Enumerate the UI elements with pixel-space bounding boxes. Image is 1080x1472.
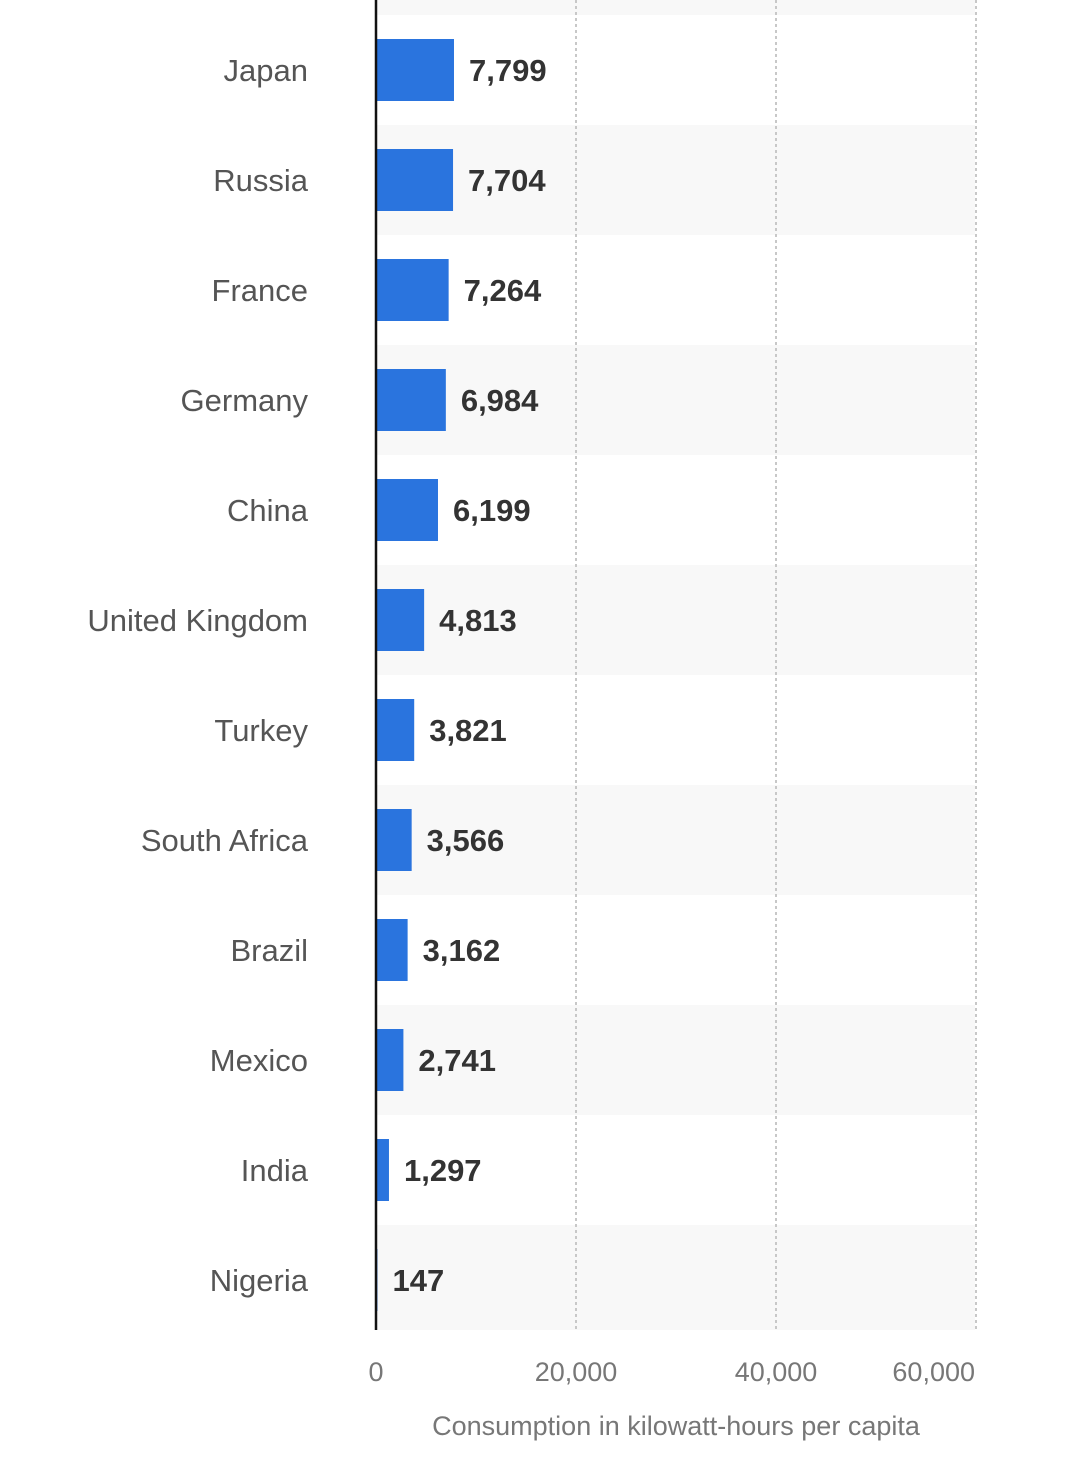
row-stripe <box>376 785 975 895</box>
bar <box>376 1029 404 1091</box>
category-label: Turkey <box>214 713 308 748</box>
row-stripe <box>376 1005 975 1115</box>
bar <box>376 1139 389 1201</box>
row-stripe <box>376 125 975 235</box>
row-stripe <box>376 345 975 455</box>
bar <box>376 39 454 101</box>
category-label: Japan <box>224 53 308 88</box>
value-label: 7,264 <box>464 273 542 308</box>
x-tick-label: 0 <box>368 1357 383 1387</box>
value-label: 7,704 <box>468 163 546 198</box>
category-label: United Kingdom <box>87 603 308 638</box>
bar <box>376 699 415 761</box>
value-label: 7,799 <box>469 53 547 88</box>
x-axis-title: Consumption in kilowatt-hours per capita <box>432 1411 921 1441</box>
bar <box>376 259 449 321</box>
value-label: 6,984 <box>461 383 539 418</box>
bar <box>376 589 425 651</box>
x-tick-labels: 0 20,000 40,000 60,000 <box>368 1357 975 1387</box>
category-labels: Japan Russia France Germany China United King… <box>87 53 308 1298</box>
value-label: 2,741 <box>418 1043 496 1078</box>
bar <box>376 149 454 211</box>
value-label: 6,199 <box>453 493 531 528</box>
x-tick-label: 60,000 <box>892 1357 975 1387</box>
value-label: 3,821 <box>429 713 507 748</box>
bar <box>376 809 412 871</box>
value-label: 3,162 <box>423 933 501 968</box>
row-stripe <box>376 0 975 15</box>
bars <box>376 39 454 1311</box>
category-label: Russia <box>213 163 309 198</box>
row-stripe <box>376 1225 975 1330</box>
category-label: Mexico <box>210 1043 308 1078</box>
value-label: 4,813 <box>439 603 517 638</box>
category-label: Nigeria <box>210 1263 309 1298</box>
category-label: China <box>227 493 309 528</box>
value-label: 1,297 <box>404 1153 482 1188</box>
row-stripes <box>376 0 975 1330</box>
x-tick-label: 20,000 <box>535 1357 618 1387</box>
bar <box>376 919 408 981</box>
value-label: 3,566 <box>427 823 505 858</box>
category-label: South Africa <box>141 823 309 858</box>
bar <box>376 369 446 431</box>
category-label: Brazil <box>230 933 308 968</box>
category-label: Germany <box>181 383 309 418</box>
category-label: India <box>241 1153 309 1188</box>
x-tick-label: 40,000 <box>735 1357 818 1387</box>
category-label: France <box>212 273 308 308</box>
row-stripe <box>376 565 975 675</box>
bar <box>376 479 438 541</box>
value-labels: 7,799 7,704 7,264 6,984 6,199 4,813 3,821 3,566… <box>392 53 546 1298</box>
value-label: 147 <box>392 1263 444 1298</box>
